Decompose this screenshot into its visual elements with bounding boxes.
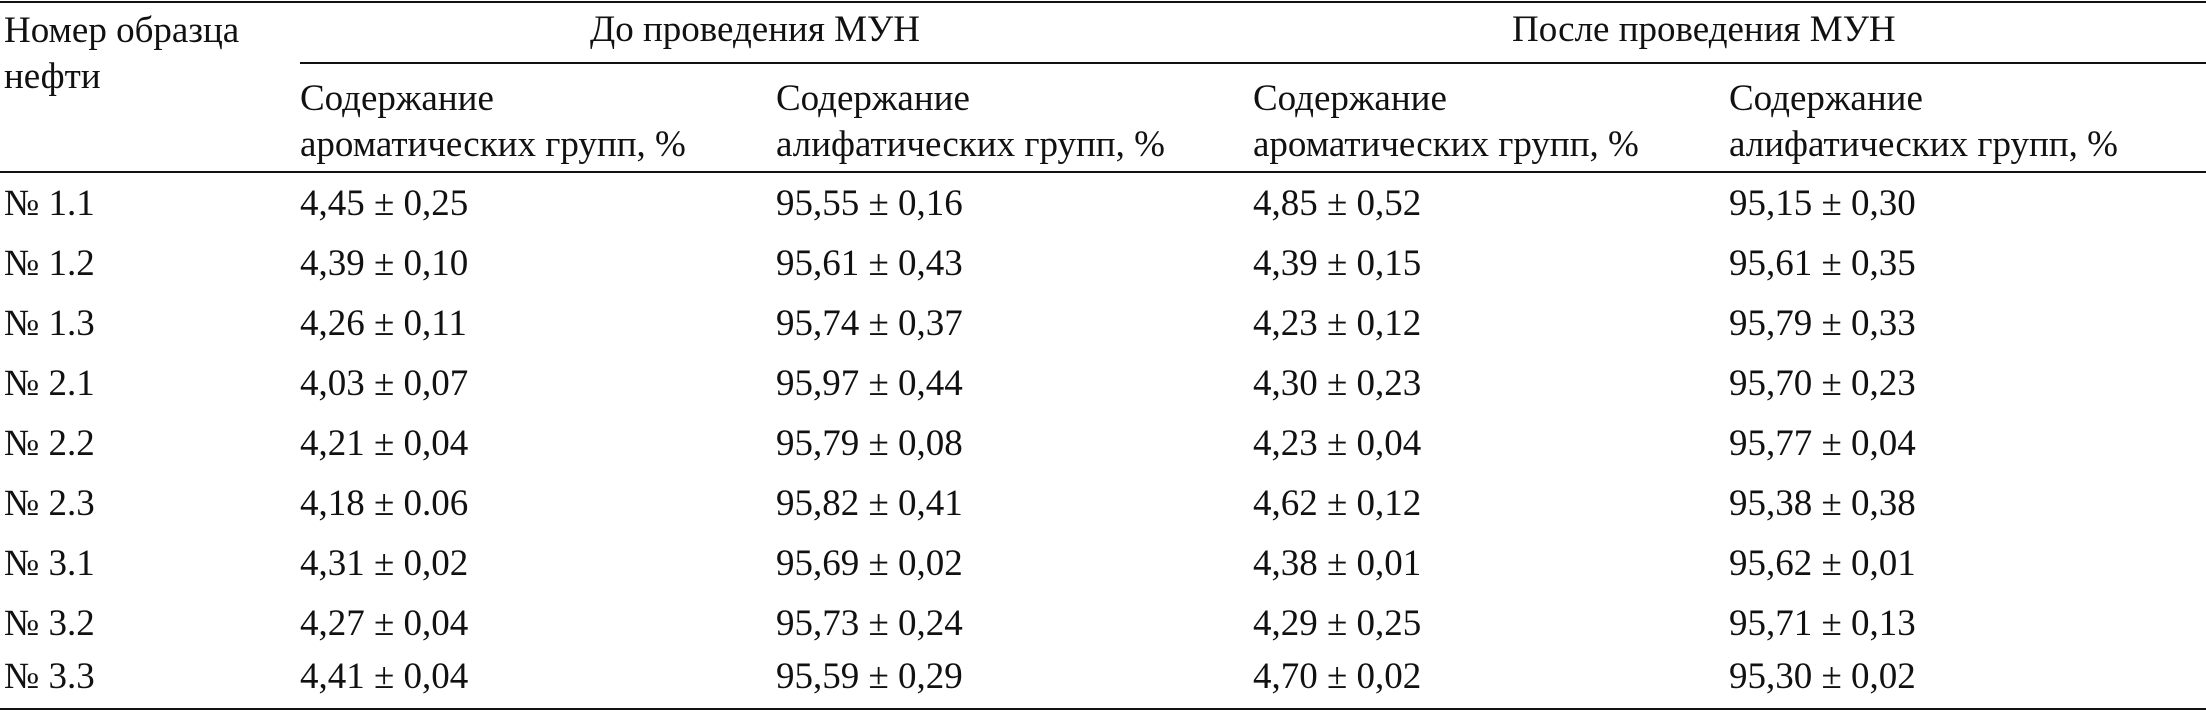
header-after-aromatic: Содержание ароматических групп, % bbox=[1253, 76, 1639, 168]
after-aromatic-cell: 4,29 ± 0,25 bbox=[1253, 603, 1422, 644]
sample-number-cell: № 2.1 bbox=[4, 363, 95, 404]
table-top-rule bbox=[0, 1, 2206, 3]
before-aliphatic-cell: 95,97 ± 0,44 bbox=[776, 363, 963, 404]
after-aromatic-cell: 4,39 ± 0,15 bbox=[1253, 243, 1422, 284]
sample-number-cell: № 1.2 bbox=[4, 243, 95, 284]
table-bottom-rule bbox=[0, 708, 2206, 710]
after-aromatic-cell: 4,85 ± 0,52 bbox=[1253, 183, 1422, 224]
header-after-aliphatic: Содержание алифатических групп, % bbox=[1729, 76, 2118, 168]
header-before-aromatic-line-2: ароматических групп, % bbox=[300, 124, 686, 165]
before-aliphatic-cell: 95,59 ± 0,29 bbox=[776, 656, 963, 697]
before-aliphatic-cell: 95,61 ± 0,43 bbox=[776, 243, 963, 284]
header-sample-number: Номер образца нефти bbox=[4, 8, 239, 100]
sample-number-cell: № 3.2 bbox=[4, 603, 95, 644]
header-before-aliphatic-line-2: алифатических групп, % bbox=[776, 124, 1165, 165]
after-aromatic-cell: 4,23 ± 0,12 bbox=[1253, 303, 1422, 344]
header-after-aliphatic-line-1: Содержание bbox=[1729, 78, 1923, 119]
header-after-aromatic-line-1: Содержание bbox=[1253, 78, 1447, 119]
before-aliphatic-cell: 95,55 ± 0,16 bbox=[776, 183, 963, 224]
sample-number-cell: № 2.3 bbox=[4, 483, 95, 524]
header-before-aliphatic-line-1: Содержание bbox=[776, 78, 970, 119]
after-aliphatic-cell: 95,30 ± 0,02 bbox=[1729, 656, 1916, 697]
header-sample-line-1: Номер образца bbox=[4, 10, 240, 51]
sample-number-cell: № 3.3 bbox=[4, 656, 95, 697]
before-aromatic-cell: 4,03 ± 0,07 bbox=[300, 363, 469, 404]
before-aliphatic-cell: 95,82 ± 0,41 bbox=[776, 483, 963, 524]
before-aromatic-cell: 4,39 ± 0,10 bbox=[300, 243, 469, 284]
after-aliphatic-cell: 95,70 ± 0,23 bbox=[1729, 363, 1916, 404]
before-aliphatic-cell: 95,79 ± 0,08 bbox=[776, 423, 963, 464]
before-aromatic-cell: 4,21 ± 0,04 bbox=[300, 423, 469, 464]
header-after-aromatic-line-2: ароматических групп, % bbox=[1253, 124, 1639, 165]
sample-number-cell: № 1.1 bbox=[4, 183, 95, 224]
after-aliphatic-cell: 95,15 ± 0,30 bbox=[1729, 183, 1916, 224]
before-aliphatic-cell: 95,74 ± 0,37 bbox=[776, 303, 963, 344]
after-aliphatic-cell: 95,61 ± 0,35 bbox=[1729, 243, 1916, 284]
after-aliphatic-cell: 95,79 ± 0,33 bbox=[1729, 303, 1916, 344]
before-aromatic-cell: 4,41 ± 0,04 bbox=[300, 656, 469, 697]
sample-number-cell: № 2.2 bbox=[4, 423, 95, 464]
after-aliphatic-cell: 95,38 ± 0,38 bbox=[1729, 483, 1916, 524]
before-aromatic-cell: 4,18 ± 0.06 bbox=[300, 483, 469, 524]
before-aromatic-cell: 4,31 ± 0,02 bbox=[300, 543, 469, 584]
header-after-aliphatic-line-2: алифатических групп, % bbox=[1729, 124, 2118, 165]
group-header-rule bbox=[300, 62, 2206, 64]
before-aromatic-cell: 4,26 ± 0,11 bbox=[300, 303, 467, 344]
header-group-after: После проведения МУН bbox=[1512, 9, 1896, 50]
after-aliphatic-cell: 95,77 ± 0,04 bbox=[1729, 423, 1916, 464]
header-before-aliphatic: Содержание алифатических групп, % bbox=[776, 76, 1165, 168]
header-bottom-rule bbox=[0, 171, 2206, 173]
after-aromatic-cell: 4,23 ± 0,04 bbox=[1253, 423, 1422, 464]
after-aromatic-cell: 4,70 ± 0,02 bbox=[1253, 656, 1422, 697]
header-before-aromatic: Содержание ароматических групп, % bbox=[300, 76, 686, 168]
before-aliphatic-cell: 95,69 ± 0,02 bbox=[776, 543, 963, 584]
before-aromatic-cell: 4,27 ± 0,04 bbox=[300, 603, 469, 644]
header-sample-line-2: нефти bbox=[4, 56, 101, 97]
after-aromatic-cell: 4,30 ± 0,23 bbox=[1253, 363, 1422, 404]
after-aromatic-cell: 4,38 ± 0,01 bbox=[1253, 543, 1422, 584]
before-aromatic-cell: 4,45 ± 0,25 bbox=[300, 183, 469, 224]
after-aliphatic-cell: 95,71 ± 0,13 bbox=[1729, 603, 1916, 644]
sample-number-cell: № 1.3 bbox=[4, 303, 95, 344]
sample-number-cell: № 3.1 bbox=[4, 543, 95, 584]
header-group-before: До проведения МУН bbox=[590, 9, 920, 50]
after-aromatic-cell: 4,62 ± 0,12 bbox=[1253, 483, 1422, 524]
after-aliphatic-cell: 95,62 ± 0,01 bbox=[1729, 543, 1916, 584]
before-aliphatic-cell: 95,73 ± 0,24 bbox=[776, 603, 963, 644]
header-before-aromatic-line-1: Содержание bbox=[300, 78, 494, 119]
